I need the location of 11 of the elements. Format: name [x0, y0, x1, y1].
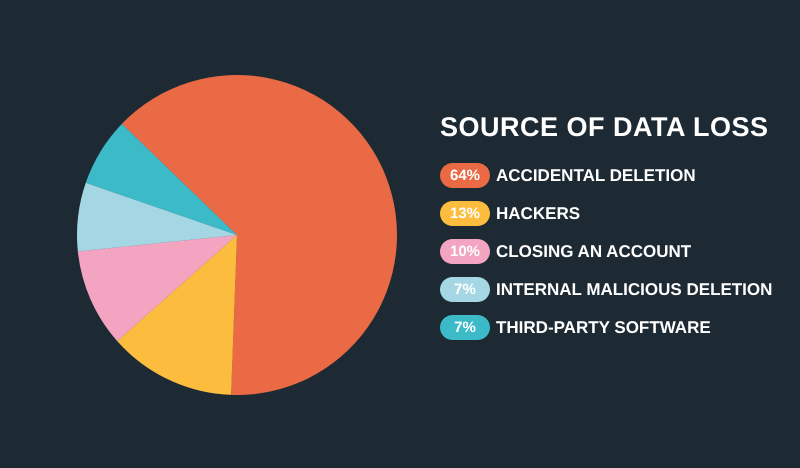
legend-label: ACCIDENTAL DELETION: [496, 166, 696, 186]
legend-label: INTERNAL MALICIOUS DELETION: [496, 280, 772, 300]
data-label: 7%: [440, 315, 490, 340]
legend-label: THIRD-PARTY SOFTWARE: [496, 318, 711, 338]
legend-label: CLOSING AN ACCOUNT: [496, 242, 692, 262]
legend-label: HACKERS: [496, 204, 580, 224]
data-label: 7%: [440, 277, 490, 302]
data-label: 10%: [440, 239, 490, 264]
text: SOURCE OF DATA LOSS: [440, 112, 770, 143]
data-label: 64%: [440, 163, 490, 188]
data-label: 13%: [440, 201, 490, 226]
